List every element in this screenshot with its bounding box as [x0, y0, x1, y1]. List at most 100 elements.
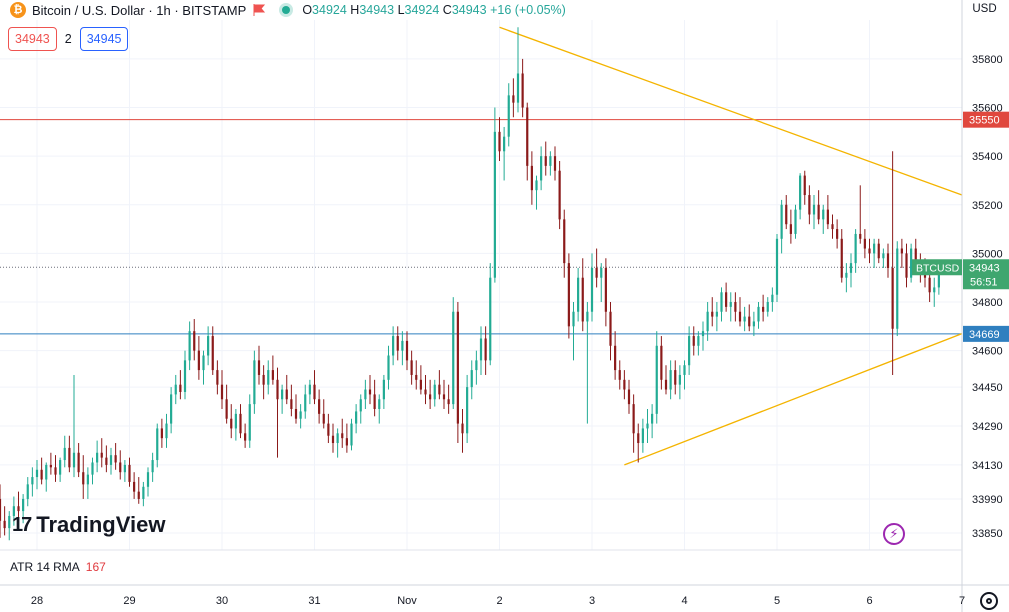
ohlc-low: 34924 [404, 3, 440, 17]
candle [729, 292, 732, 322]
candle [156, 423, 159, 468]
atr-label: ATR 14 RMA [10, 560, 80, 574]
candle [896, 241, 899, 337]
candle [660, 336, 663, 390]
candle [785, 195, 788, 230]
candle-body [493, 131, 496, 278]
x-tick-label: 3 [589, 595, 595, 607]
ohlc-high: 34943 [359, 3, 395, 17]
candle-body [762, 306, 765, 312]
candle-body [216, 370, 219, 385]
candle-body [183, 360, 187, 392]
candle-body [234, 413, 237, 429]
candle [577, 267, 580, 322]
candle-body [600, 267, 603, 278]
candle-body [817, 204, 820, 220]
candle [762, 294, 765, 322]
candle-body [701, 331, 705, 337]
ohlc-open: 34924 [312, 3, 347, 17]
candle [669, 360, 672, 400]
candle [651, 404, 654, 439]
sell-price-button[interactable]: 34943 [8, 27, 57, 51]
y-tick-label: 34450 [972, 382, 1003, 394]
candle [886, 243, 890, 278]
trendline[interactable] [499, 26, 963, 196]
candle-body [729, 302, 732, 307]
candle-body [535, 180, 538, 191]
candle-body [313, 384, 316, 400]
candle-body [748, 316, 751, 327]
candle [489, 263, 492, 366]
candle-body [345, 438, 348, 446]
candle [632, 394, 635, 453]
candle [248, 394, 251, 448]
candle-body [933, 287, 936, 293]
candle [142, 481, 145, 507]
candle-body [415, 374, 418, 380]
candle [706, 302, 709, 341]
flag-icon[interactable] [252, 3, 266, 17]
candle-body [285, 389, 288, 400]
candle-body [489, 277, 492, 361]
candle [193, 319, 196, 361]
candle [826, 195, 829, 230]
candle-body [0, 498, 2, 521]
candle [91, 457, 94, 485]
candle [563, 209, 566, 278]
candle-body [470, 370, 473, 388]
candle-body [822, 209, 825, 220]
candle [627, 379, 631, 414]
x-tick-label: 28 [31, 595, 43, 607]
candle [794, 204, 797, 239]
candle-body [294, 408, 298, 419]
trendline[interactable] [624, 333, 963, 466]
candle-body [202, 355, 205, 371]
candle-body [863, 238, 866, 249]
candle [526, 102, 529, 181]
settings-gear-icon[interactable] [980, 592, 998, 610]
candle-body [646, 423, 649, 429]
spread-value: 2 [64, 32, 72, 46]
candle-body [808, 195, 811, 215]
candle-body [156, 428, 159, 461]
symbol-title[interactable]: Bitcoin / U.S. Dollar · 1h · BITSTAMP [32, 2, 247, 18]
candle [368, 374, 372, 405]
candle-body [553, 156, 557, 171]
candle-body [257, 360, 261, 375]
candle [424, 374, 427, 405]
atr-indicator-legend[interactable]: ATR 14 RMA 167 [10, 560, 106, 574]
candle-body [396, 336, 399, 351]
candle-body [775, 238, 779, 295]
candle [836, 219, 839, 249]
candle-body [290, 399, 293, 409]
candle [775, 233, 779, 303]
candle [803, 170, 806, 205]
candle-body [896, 248, 899, 329]
lightning-icon[interactable]: ⚡ [883, 523, 905, 545]
candle-body [96, 452, 99, 463]
candle [544, 141, 547, 176]
candle-body [304, 394, 307, 412]
candle-body [174, 384, 177, 395]
candle-body [248, 404, 251, 441]
last-price-tag [963, 259, 1009, 290]
candle-body [854, 233, 857, 264]
candle [35, 460, 39, 490]
candle [549, 151, 552, 176]
candle [165, 413, 168, 448]
candle [68, 435, 71, 473]
candle [595, 248, 598, 288]
candle [336, 428, 339, 458]
candle [174, 374, 177, 405]
candle [378, 394, 381, 424]
candle-body [623, 379, 626, 390]
buy-price-button[interactable]: 34945 [79, 27, 129, 51]
currency-selector[interactable]: USD [972, 3, 997, 15]
candle [493, 107, 496, 283]
candle-body [12, 506, 15, 516]
candle [808, 185, 811, 225]
candle [849, 253, 853, 288]
candle [590, 253, 594, 322]
candle-body [68, 447, 71, 468]
